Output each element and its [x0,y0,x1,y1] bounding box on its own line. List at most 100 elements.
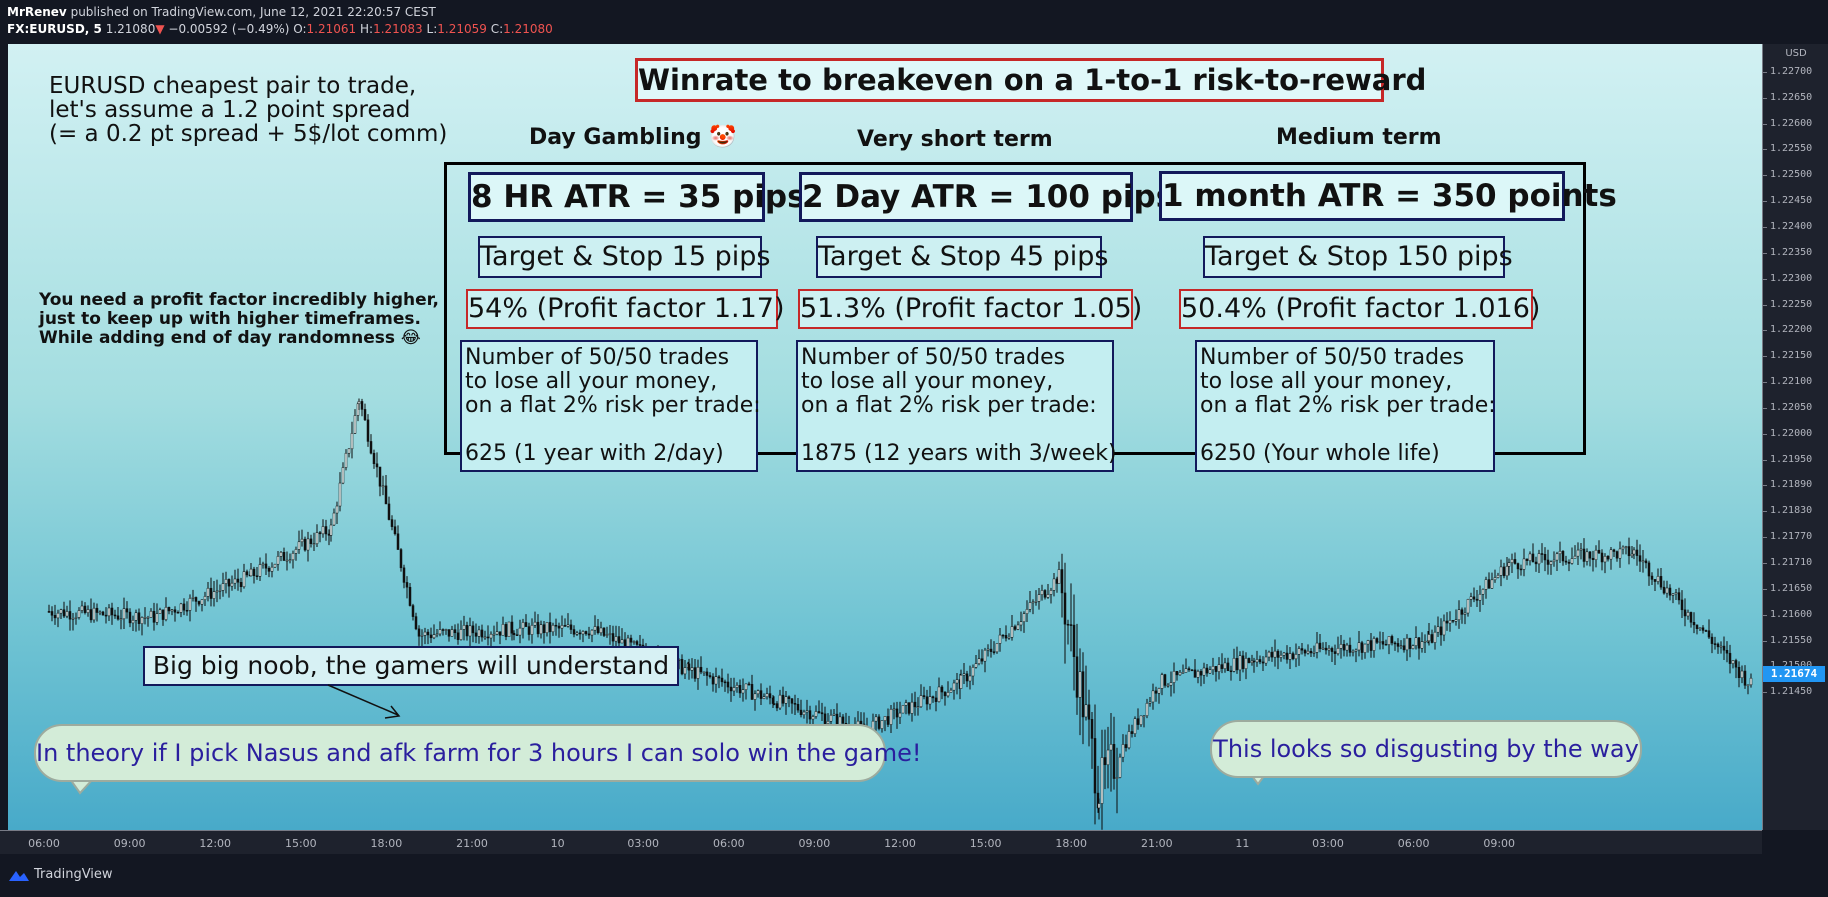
profit-day: 54% (Profit factor 1.17) [468,293,785,324]
candle-body [221,583,225,591]
candle-body [1066,623,1070,626]
candle-body [465,625,469,637]
candle-body [1294,654,1298,660]
candle-body [699,666,703,673]
candle-body [309,538,313,544]
author-name[interactable]: MrRenev [7,5,67,19]
tradingview-brand[interactable]: TradingView [34,867,113,882]
candle-body [297,541,301,550]
candle-body [931,696,935,699]
price-tick: 1.21550 [1761,634,1813,646]
candle-body [474,632,478,637]
low-label: L: [426,22,438,36]
candle-body [344,452,348,468]
candle-body [1716,643,1720,648]
candle-body [1223,662,1227,669]
candle-body [605,634,609,636]
time-axis[interactable]: 06:00 09:00 12:00 15:00 18:00 21:00 10 03:00 06:… [0,830,1762,855]
candle-body [1635,549,1639,556]
candle-body [877,716,881,729]
price-axis[interactable]: USD 1.227501.227001.226501.226001.225501… [1761,44,1828,830]
trades-box-short: Number of 50/50 trades to lose all your … [796,340,1117,472]
candle-body [1427,634,1431,642]
profit-medium: 50.4% (Profit factor 1.016) [1181,293,1541,324]
candle-body [1081,671,1085,718]
candle-body [880,720,884,729]
candle-body [270,566,274,572]
candle-body [1510,559,1514,563]
candle-body [1069,624,1073,626]
candle-body [1570,558,1574,564]
candle-body [720,677,724,683]
candle-body [1513,559,1517,564]
candle-body [1264,656,1268,664]
candle-body [1013,626,1017,630]
candle-body [255,575,259,577]
candle-body [693,667,697,679]
candle-body [477,629,481,637]
candle-body [557,625,561,629]
candle-body [968,675,972,682]
candle-body [1564,560,1568,563]
candle-body [980,658,984,662]
candle-body [1306,650,1310,654]
candle-body [1151,690,1155,703]
candle-body [227,579,231,587]
candle-body [943,691,947,697]
chart-pane[interactable]: Winrate to breakeven on a 1-to-1 risk-to… [8,44,1762,830]
candle-body [1288,653,1292,660]
candle-body [110,607,114,616]
candle-body [1097,803,1101,809]
candle-body [101,611,105,616]
candle-body [1671,593,1675,596]
candle-body [726,681,730,688]
candle-body [1701,627,1705,631]
candle-body [1393,642,1397,645]
candle-body [907,702,911,714]
candle-body [841,716,845,724]
candle-body [191,597,195,599]
candle-body [1247,658,1251,663]
candle-body [381,485,385,488]
candle-body [1475,598,1479,601]
tradingview-logo-icon[interactable] [8,868,30,882]
candle-body [1609,549,1613,560]
candle-body [1621,546,1625,550]
candle-body [1124,744,1128,749]
candle-body [1297,648,1301,655]
candle-body [357,401,361,405]
candle-body [236,578,240,583]
candle-body [934,697,938,702]
time-tick: 06:00 [28,837,60,850]
candle-body [1561,550,1565,562]
atr-box-medium: 1 month ATR = 350 points [1159,171,1617,221]
candle-body [784,696,788,704]
candle-body [1641,560,1645,563]
candle-body [125,608,129,613]
candle-body [1330,648,1334,652]
candle-body [635,641,639,645]
candle-body [233,578,237,584]
trades-line: on a flat 2% risk per trade: [465,393,761,418]
symbol-label[interactable]: FX:EURUSD, 5 [7,22,102,36]
price-tick: 1.22700 [1761,65,1813,77]
candle-body [1540,553,1544,555]
time-tick: 09:00 [798,837,831,850]
candle-body [158,609,162,614]
candle-body [1442,620,1446,636]
candle-body [1312,652,1316,654]
chart-title: Winrate to breakeven on a 1-to-1 risk-to… [638,63,1427,97]
candle-body [1087,704,1091,720]
candle-body [1019,621,1023,626]
target-box-medium: Target & Stop 150 pips [1203,236,1513,278]
intro-line: EURUSD cheapest pair to trade, [49,73,417,99]
candle-body [1007,637,1011,639]
candle-body [690,667,694,671]
candle-body [1103,757,1107,766]
bubble-left-text: In theory if I pick Nasus and afk farm f… [36,739,922,767]
candle-body [1710,636,1714,644]
candle-body [811,716,815,720]
candle-body [569,624,573,630]
candle-body [1585,551,1589,562]
candle-body [435,633,439,636]
